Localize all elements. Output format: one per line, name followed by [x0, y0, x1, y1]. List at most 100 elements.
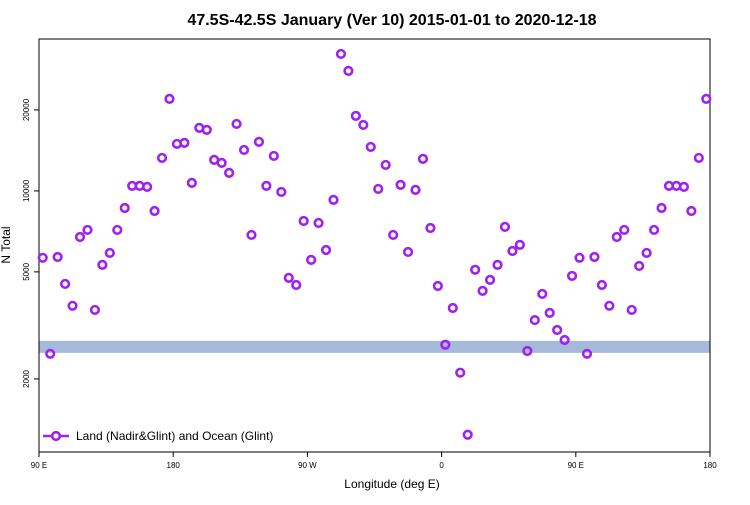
marker — [529, 314, 540, 326]
marker — [358, 119, 369, 131]
marker — [574, 252, 585, 263]
marker — [89, 304, 101, 316]
marker — [410, 184, 421, 195]
marker — [283, 272, 294, 283]
marker — [693, 152, 704, 164]
marker — [335, 48, 347, 60]
marker — [648, 224, 660, 236]
marker — [544, 307, 555, 318]
marker — [455, 367, 466, 378]
band — [39, 340, 710, 353]
marker — [634, 260, 645, 272]
marker — [440, 339, 451, 350]
x-tick-label: 90 W — [298, 461, 317, 470]
marker — [37, 252, 48, 263]
marker — [641, 247, 652, 259]
marker — [45, 348, 56, 359]
marker — [626, 304, 637, 316]
y-axis-label: N Total — [0, 226, 13, 263]
marker — [447, 302, 458, 314]
plot-frame — [38, 38, 711, 453]
marker — [462, 429, 473, 440]
marker — [268, 150, 279, 162]
marker — [417, 153, 429, 165]
marker — [156, 152, 168, 164]
marker — [82, 224, 93, 236]
marker — [298, 215, 309, 227]
x-tick-label: 180 — [703, 461, 717, 470]
marker — [507, 245, 518, 257]
marker — [179, 137, 190, 149]
marker — [238, 144, 250, 156]
y-tick-label: 20000 — [22, 98, 31, 121]
marker — [432, 280, 443, 292]
marker — [566, 270, 578, 282]
marker — [142, 181, 153, 192]
marker — [261, 180, 272, 191]
marker — [678, 181, 690, 192]
x-tick-label: 180 — [167, 461, 181, 470]
marker — [306, 254, 317, 265]
x-tick-label: 90 E — [568, 461, 584, 470]
marker — [350, 110, 361, 122]
marker — [216, 157, 227, 168]
marker — [328, 194, 339, 205]
marker — [313, 217, 324, 229]
y-tick-label: 2000 — [22, 369, 31, 387]
marker — [231, 118, 242, 130]
y-tick-label: 10000 — [22, 179, 31, 202]
marker — [59, 278, 71, 290]
marker — [425, 222, 436, 234]
marker — [149, 205, 160, 217]
marker — [343, 65, 354, 77]
marker — [164, 93, 175, 104]
marker — [119, 202, 130, 214]
marker — [552, 324, 563, 336]
marker — [499, 221, 511, 232]
marker — [291, 279, 302, 291]
legend-label: Land (Nadir&Glint) and Ocean (Glint) — [76, 429, 273, 443]
marker — [365, 141, 376, 153]
marker — [514, 239, 525, 250]
marker — [388, 229, 399, 241]
marker — [470, 264, 481, 275]
marker — [589, 251, 600, 263]
marker — [402, 246, 414, 258]
marker — [52, 251, 63, 263]
marker — [276, 186, 287, 198]
marker — [112, 224, 123, 236]
marker — [492, 259, 503, 270]
marker — [201, 124, 212, 135]
marker — [611, 231, 622, 243]
marker — [186, 177, 197, 188]
marker — [380, 159, 391, 171]
x-tick-label: 90 E — [31, 461, 47, 470]
y-tick-label: 5000 — [22, 262, 31, 280]
marker — [559, 334, 570, 346]
marker — [604, 300, 615, 311]
marker — [656, 202, 667, 214]
chart-title: 47.5S-42.5S January (Ver 10) 2015-01-01 … — [187, 12, 596, 29]
marker — [619, 224, 630, 236]
marker — [74, 231, 86, 243]
marker — [246, 229, 257, 241]
x-tick-label: 0 — [439, 461, 444, 470]
marker — [522, 345, 533, 357]
marker — [484, 274, 496, 285]
marker — [373, 183, 384, 195]
marker — [104, 247, 115, 259]
marker — [686, 205, 697, 217]
marker — [224, 167, 235, 178]
marker — [701, 93, 712, 104]
marker — [97, 259, 108, 270]
legend-marker — [50, 430, 62, 442]
x-axis-label: Longitude (deg E) — [344, 477, 439, 491]
marker — [477, 285, 488, 296]
marker — [320, 244, 332, 256]
marker — [537, 288, 548, 300]
marker — [596, 279, 607, 291]
marker — [581, 348, 593, 359]
marker — [253, 136, 265, 148]
marker — [67, 300, 78, 311]
